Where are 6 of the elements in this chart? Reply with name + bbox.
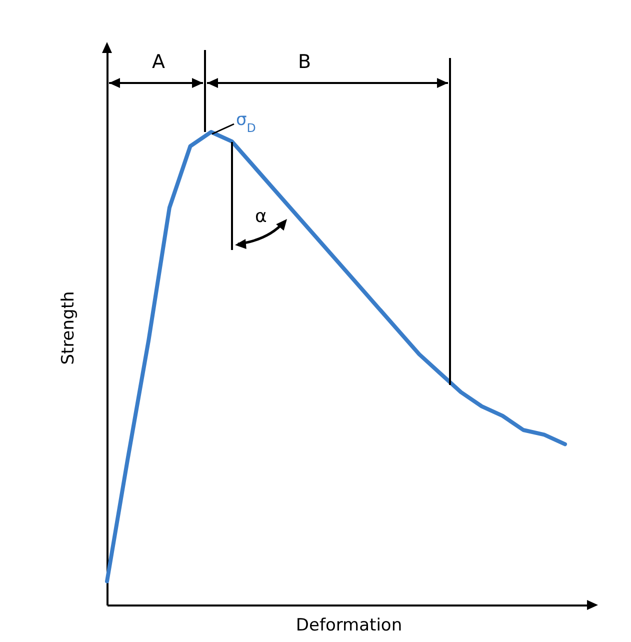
annotation: α xyxy=(255,206,267,227)
text: B xyxy=(298,51,312,73)
annotation: σ$_{D}$ xyxy=(236,110,256,135)
y-axis-title: Strength xyxy=(58,291,78,365)
x-axis-title: Deformation xyxy=(296,616,402,636)
text: A xyxy=(152,51,165,73)
